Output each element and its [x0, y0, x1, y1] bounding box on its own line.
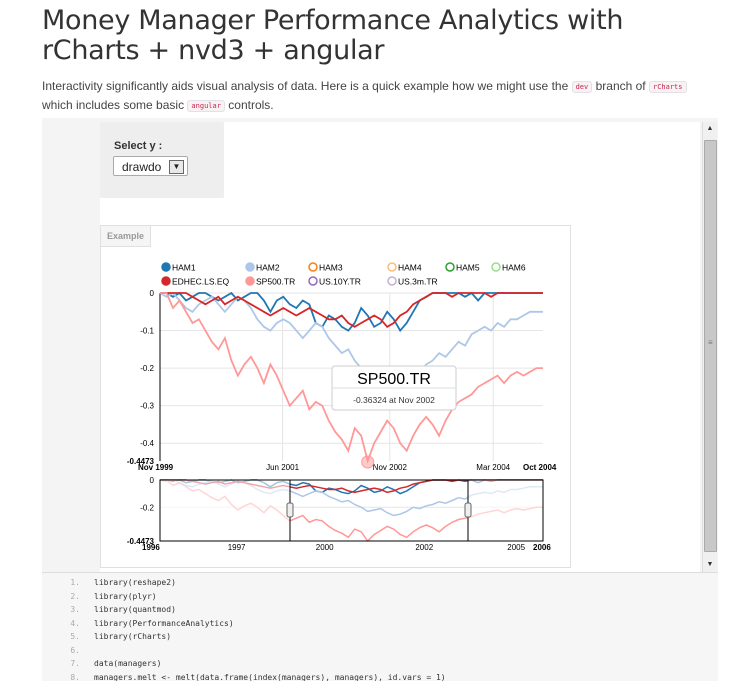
- legend-label: EDHEC.LS.EQ: [172, 277, 230, 287]
- iframe-scrollbar[interactable]: ▲ ≡ ▼: [702, 122, 717, 572]
- tooltip-value: -0.36324 at Nov 2002: [353, 395, 435, 405]
- legend-marker: [388, 263, 396, 271]
- brush-handle-right[interactable]: [465, 503, 471, 517]
- focus-x-tick-label: 2005: [507, 543, 525, 552]
- legend-label: SP500.TR: [256, 277, 295, 287]
- code-line: 7. data(managers): [42, 659, 161, 668]
- intro-text-1: Interactivity significantly aids visual …: [42, 79, 568, 93]
- legend-item-ham6[interactable]: HAM6: [492, 263, 526, 273]
- intro-paragraph: Interactivity significantly aids visual …: [42, 77, 722, 115]
- page-title: Money Manager Performance Analytics with…: [42, 6, 702, 66]
- intro-text-2: branch of: [596, 79, 646, 93]
- code-text: library(rCharts): [94, 632, 171, 641]
- legend-label: US.10Y.TR: [319, 277, 361, 287]
- legend-item-ham2[interactable]: HAM2: [246, 263, 280, 273]
- line-number: 2.: [42, 592, 80, 601]
- line-number: 7.: [42, 659, 80, 668]
- y-tick-label: -0.3: [140, 402, 154, 411]
- legend-label: US.3m.TR: [398, 277, 438, 287]
- focus-x-tick-label: 2000: [316, 543, 334, 552]
- code-line: 4. library(PerformanceAnalytics): [42, 619, 234, 628]
- brush-mask-left: [160, 480, 290, 541]
- code-line: 3. library(quantmod): [42, 605, 176, 614]
- legend-marker: [162, 263, 170, 271]
- y-tick-label: -0.1: [140, 327, 154, 336]
- legend-label: HAM1: [172, 263, 196, 273]
- code-text: data(managers): [94, 659, 161, 668]
- code-line: 2. library(plyr): [42, 592, 157, 601]
- line-number: 1.: [42, 578, 80, 587]
- legend-marker: [388, 277, 396, 285]
- y-tick-label: -0.2: [140, 364, 154, 373]
- legend-item-sp500-tr[interactable]: SP500.TR: [246, 277, 295, 287]
- x-tick-label: Oct 2004: [523, 463, 557, 472]
- code-text: library(quantmod): [94, 605, 176, 614]
- chevron-down-icon[interactable]: ▼: [169, 160, 184, 174]
- focus-x-tick-label: 1996: [142, 543, 160, 552]
- brush-handle-left[interactable]: [287, 503, 293, 517]
- legend-label: HAM2: [256, 263, 280, 273]
- code-text: library(plyr): [94, 592, 157, 601]
- line-number: 6.: [42, 646, 80, 655]
- grip-icon: ≡: [708, 341, 713, 344]
- x-tick-label: Nov 2002: [373, 463, 408, 472]
- scroll-down-icon[interactable]: ▼: [703, 558, 717, 572]
- code-line: 5. library(rCharts): [42, 632, 171, 641]
- focus-y-tick-label: -0.2: [140, 503, 154, 512]
- legend-marker: [492, 263, 500, 271]
- legend-item-us-10y-tr[interactable]: US.10Y.TR: [309, 277, 361, 287]
- intro-text-3: which includes some basic: [42, 98, 184, 112]
- focus-x-tick-label: 2006: [533, 543, 551, 552]
- code-dev: dev: [572, 81, 593, 93]
- legend-item-ham1[interactable]: HAM1: [162, 263, 196, 273]
- tooltip-title: SP500.TR: [357, 371, 431, 388]
- code-text: library(reshape2): [94, 578, 176, 587]
- control-panel: Select y : drawdo ▼: [100, 122, 224, 198]
- legend-item-ham4[interactable]: HAM4: [388, 263, 422, 273]
- legend-item-ham3[interactable]: HAM3: [309, 263, 343, 273]
- legend-marker: [162, 277, 170, 285]
- legend-marker: [309, 277, 317, 285]
- select-y-dropdown[interactable]: drawdo ▼: [113, 156, 188, 176]
- x-tick-label: Jun 2001: [266, 463, 299, 472]
- x-tick-label: Mar 2004: [476, 463, 510, 472]
- legend-item-us-3m-tr[interactable]: US.3m.TR: [388, 277, 438, 287]
- focus-x-tick-label: 2002: [415, 543, 433, 552]
- line-number: 3.: [42, 605, 80, 614]
- y-tick-label: 0: [150, 289, 155, 298]
- series-line-edhec-ls-eq: [160, 293, 543, 327]
- line-number: 5.: [42, 632, 80, 641]
- select-y-label: Select y :: [114, 140, 162, 152]
- code-angular: angular: [187, 100, 225, 112]
- legend-label: HAM6: [502, 263, 526, 273]
- legend-marker: [446, 263, 454, 271]
- y-tick-label: -0.4: [140, 439, 154, 448]
- chart-svg[interactable]: HAM1 HAM2 HAM3 HAM4 HAM5 HAM6 EDHEC.LS.EQ SP500…: [100, 225, 569, 566]
- tooltip: SP500.TR -0.36324 at Nov 2002: [332, 366, 456, 410]
- scroll-up-icon[interactable]: ▲: [703, 122, 717, 136]
- hover-point: [362, 456, 374, 468]
- focus-x-tick-label: 1997: [228, 543, 246, 552]
- legend-label: HAM3: [319, 263, 343, 273]
- line-number: 4.: [42, 619, 80, 628]
- legend-label: HAM4: [398, 263, 422, 273]
- code-rcharts: rCharts: [649, 81, 687, 93]
- scroll-thumb[interactable]: ≡: [704, 140, 717, 552]
- legend-marker: [246, 263, 254, 271]
- legend-label: HAM5: [456, 263, 480, 273]
- select-y-value: drawdo: [122, 160, 161, 174]
- legend-marker: [246, 277, 254, 285]
- intro-text-4: controls.: [228, 98, 273, 112]
- focus-y-tick-label: 0: [150, 476, 155, 485]
- code-text: library(PerformanceAnalytics): [94, 619, 234, 628]
- x-tick-label: Nov 1999: [138, 463, 174, 472]
- code-line: 1. library(reshape2): [42, 578, 176, 587]
- code-block: 1. library(reshape2) 2. library(plyr) 3. libr…: [42, 572, 718, 681]
- legend-item-edhec-ls-eq[interactable]: EDHEC.LS.EQ: [162, 277, 230, 287]
- legend-marker: [309, 263, 317, 271]
- brush-mask-right: [468, 480, 543, 541]
- legend-item-ham5[interactable]: HAM5: [446, 263, 480, 273]
- code-line: 6.: [42, 646, 94, 655]
